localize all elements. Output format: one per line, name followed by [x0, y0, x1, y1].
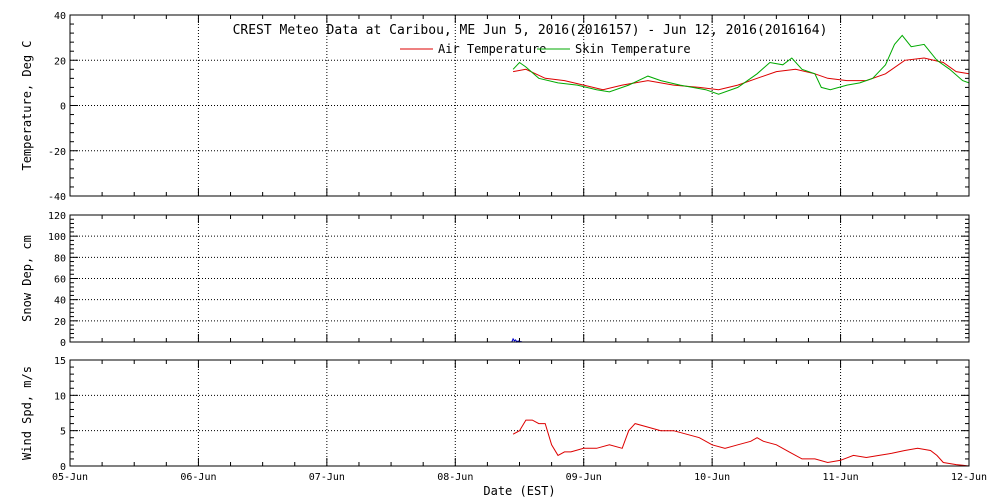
x-tick-label: 11-Jun	[823, 472, 859, 483]
y-tick-label: 20	[54, 317, 66, 328]
y-tick-label: 0	[60, 102, 66, 113]
series-line-0-1	[512, 34, 970, 95]
y-axis-title: Temperature, Deg C	[20, 40, 34, 170]
y-tick-label: 80	[54, 253, 66, 264]
y-tick-label: -20	[48, 147, 66, 158]
panel-frame	[69, 214, 970, 343]
x-tick-label: 07-Jun	[309, 472, 345, 483]
x-axis-title: Date (EST)	[483, 484, 555, 498]
panel-frame	[69, 14, 970, 197]
y-tick-label: 60	[54, 275, 66, 286]
y-tick-label: 15	[54, 356, 66, 367]
x-tick-label: 08-Jun	[437, 472, 473, 483]
x-tick-label: 12-Jun	[951, 472, 987, 483]
series-line-2-0	[512, 419, 970, 467]
legend-label-1: Skin Temperature	[575, 42, 691, 56]
x-tick-label: 06-Jun	[180, 472, 216, 483]
legend-label-0: Air Temperature	[438, 42, 546, 56]
y-tick-label: 5	[60, 427, 66, 438]
y-tick-label: 10	[54, 391, 66, 402]
y-tick-label: 120	[48, 211, 66, 222]
y-tick-label: -40	[48, 192, 66, 203]
y-axis-title: Wind Spd, m/s	[20, 366, 34, 460]
y-axis-title: Snow Dep, cm	[20, 235, 34, 322]
panel-frame	[69, 359, 970, 467]
x-tick-label: 05-Jun	[52, 472, 88, 483]
x-tick-label: 09-Jun	[566, 472, 602, 483]
series-line-0-0	[513, 57, 970, 91]
y-tick-label: 40	[54, 11, 66, 22]
y-tick-label: 40	[54, 296, 66, 307]
x-tick-label: 10-Jun	[694, 472, 730, 483]
y-tick-label: 0	[60, 338, 66, 349]
y-tick-label: 20	[54, 56, 66, 67]
y-tick-label: 0	[60, 462, 66, 473]
y-tick-label: 100	[48, 232, 66, 243]
chart-title: CREST Meteo Data at Caribou, ME Jun 5, 2…	[233, 23, 828, 38]
